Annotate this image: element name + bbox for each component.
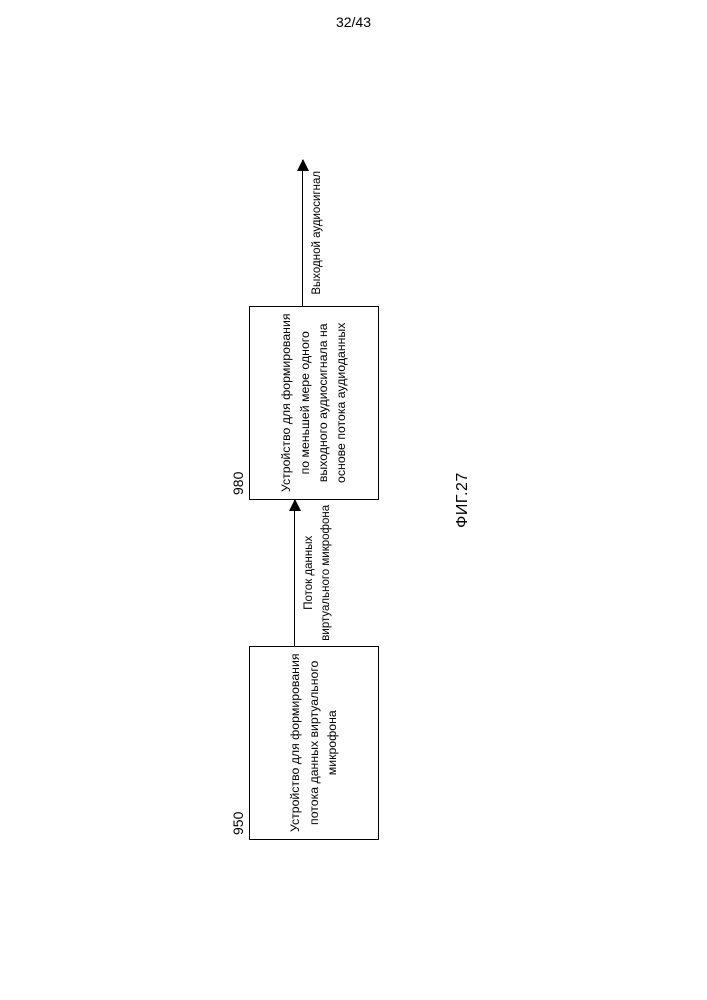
box-980-text: Устройство для формирования по меньшей м… — [277, 313, 351, 493]
arrow-2: Выходной аудиосигнал — [302, 160, 325, 306]
page-number: 32/43 — [0, 14, 707, 30]
flow-row: 950 Устройство для формирования потока д… — [204, 160, 424, 840]
arrow-1-head-icon — [288, 499, 300, 511]
figure-label: ФИГ.27 — [454, 160, 472, 840]
box-980-ref: 980 — [228, 472, 249, 495]
arrow-2-label: Выходной аудиосигнал — [309, 171, 325, 295]
box-950-ref: 950 — [228, 812, 249, 835]
arrow-1-label: Поток данных виртуального микрофона — [301, 500, 333, 646]
arrow-1-line — [294, 500, 295, 646]
arrow-2-head-icon — [296, 159, 308, 171]
arrow-2-line — [302, 160, 303, 306]
box-980: 980 Устройство для формирования по меньш… — [249, 306, 379, 500]
diagram: 950 Устройство для формирования потока д… — [204, 160, 504, 840]
arrow-1: Поток данных виртуального микрофона — [294, 500, 333, 646]
box-950-text: Устройство для формирования потока данны… — [286, 653, 341, 833]
box-950: 950 Устройство для формирования потока д… — [249, 646, 379, 840]
